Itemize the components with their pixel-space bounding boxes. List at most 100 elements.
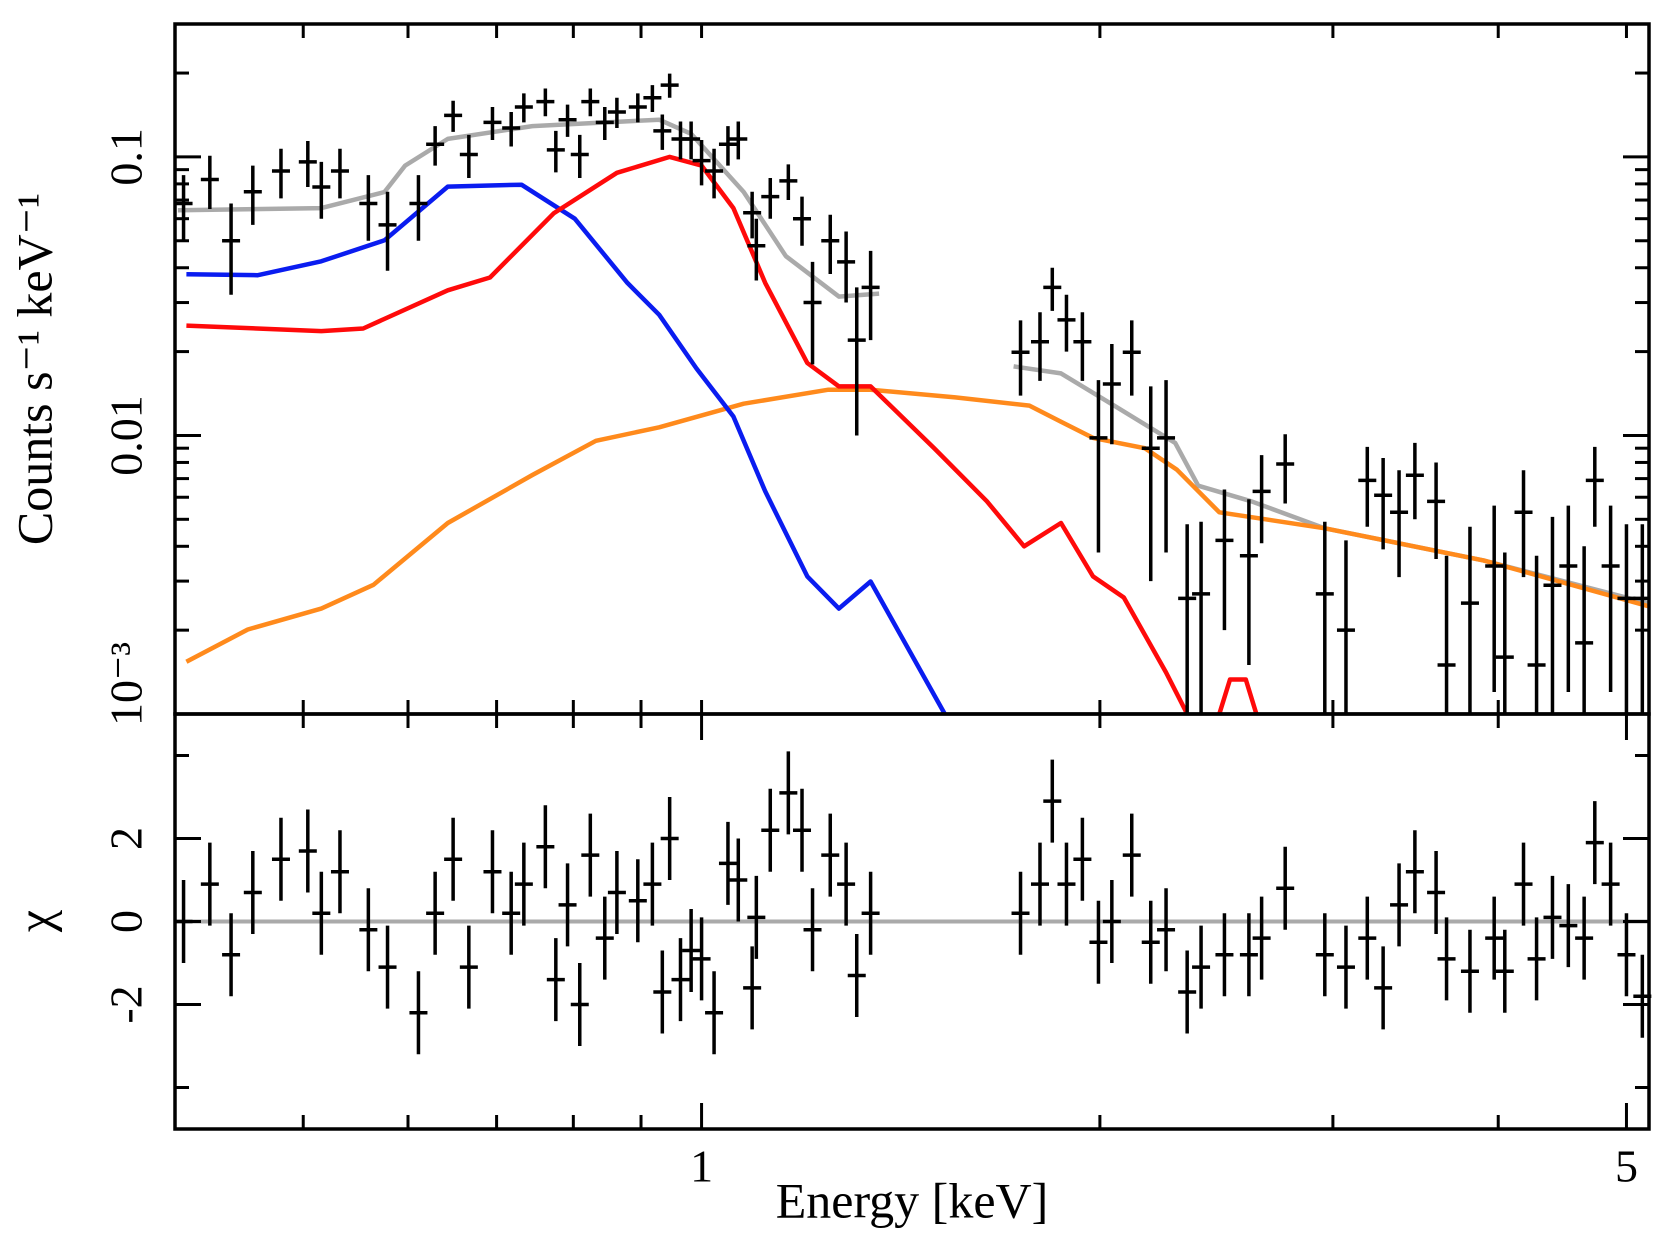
residual-point: [222, 913, 241, 997]
data-point: [1239, 499, 1258, 665]
data-point: [502, 111, 521, 147]
data-point: [1157, 380, 1176, 553]
data-point: [1252, 455, 1271, 544]
data-point: [1527, 555, 1546, 714]
data-point: [1437, 555, 1456, 714]
residual-point: [502, 871, 521, 955]
data-point: [1427, 462, 1446, 560]
residual-point: [1276, 846, 1295, 930]
model-line: [186, 182, 947, 714]
data-point: [1043, 267, 1062, 311]
residual-point: [426, 871, 445, 955]
data-point: [1073, 312, 1092, 381]
data-point: [558, 104, 577, 137]
data-point: [222, 203, 241, 295]
data-point: [459, 134, 478, 178]
residual-point: [1239, 913, 1258, 997]
data-point: [1102, 343, 1121, 445]
data-point: [200, 155, 219, 210]
data-point: [643, 85, 662, 112]
data-point: [1215, 489, 1234, 631]
data-point: [444, 100, 463, 132]
data-point: [682, 121, 701, 160]
data-point: [298, 141, 317, 187]
x-tick-label: 5: [1615, 1141, 1638, 1192]
data-point: [175, 175, 193, 241]
residual-point: [243, 850, 262, 934]
panel-frame: [173, 22, 1651, 716]
data-point: [821, 214, 840, 274]
residual-point: [483, 830, 502, 914]
data-point: [1030, 312, 1049, 381]
data-point: [628, 93, 647, 123]
data-point: [514, 93, 533, 123]
data-point: [426, 126, 445, 166]
y-tick-label: 2: [101, 827, 152, 850]
y-tick-label: 0: [101, 910, 152, 933]
residual-point: [682, 909, 701, 993]
residual-point: [1102, 880, 1121, 963]
data-point: [483, 107, 502, 140]
data-point: [1617, 524, 1636, 714]
chi-axis-label: χ: [6, 910, 62, 933]
residual-point: [1011, 871, 1030, 955]
data-point: [1601, 505, 1620, 692]
y-tick-label: 0.01: [101, 395, 152, 476]
y-axis-label: Counts s⁻¹ keV⁻¹: [6, 193, 62, 545]
data-point: [546, 130, 565, 173]
data-point: [1122, 320, 1141, 396]
data-point: [1559, 505, 1578, 692]
model-line: [177, 117, 1649, 606]
data-point: [378, 191, 397, 271]
residual-point: [1057, 842, 1076, 926]
residual-point: [821, 813, 840, 897]
data-point: [536, 88, 555, 117]
residual-point: [1585, 801, 1604, 885]
residual-point: [729, 838, 748, 922]
residual-point: [1405, 830, 1424, 914]
data-point: [761, 177, 780, 219]
y-tick-label: -2: [101, 985, 152, 1023]
residual-point: [1030, 842, 1049, 926]
residual-point: [200, 842, 219, 926]
x-axis-label: Energy [keV]: [776, 1172, 1049, 1228]
data-point: [1543, 516, 1562, 714]
residual-point: [312, 871, 331, 955]
residual-point: [692, 917, 711, 1001]
data-point: [581, 88, 600, 117]
residual-point: [1215, 913, 1234, 997]
residual-point: [595, 896, 614, 980]
data-point: [595, 107, 614, 140]
data-point: [1405, 442, 1424, 520]
data-point: [793, 196, 812, 246]
residual-point: [1514, 842, 1533, 926]
data-point: [803, 261, 822, 365]
data-point: [861, 250, 880, 341]
residual-point: [671, 938, 690, 1022]
residual-point: [705, 971, 724, 1055]
residual-point: [653, 950, 672, 1034]
residual-point: [1336, 925, 1355, 1009]
residual-point: [628, 859, 647, 943]
residual-point: [1601, 842, 1620, 926]
data-point: [1495, 552, 1514, 714]
data-point: [743, 191, 762, 239]
residual-point: [298, 809, 317, 893]
residual-point: [718, 821, 737, 905]
residual-point: [514, 842, 533, 926]
data-point: [243, 165, 262, 225]
data-point: [1276, 434, 1295, 504]
data-point: [747, 218, 766, 281]
residual-point: [743, 946, 762, 1030]
data-point: [705, 148, 724, 199]
residual-point: [459, 925, 478, 1009]
residual-point: [570, 963, 589, 1046]
residual-point: [546, 938, 565, 1022]
model-line: [185, 387, 1649, 664]
data-point: [1315, 521, 1334, 714]
data-point: [1358, 446, 1377, 527]
data-point: [1089, 380, 1108, 553]
data-point: [718, 126, 737, 166]
residual-point: [558, 863, 577, 947]
residual-point: [1178, 950, 1197, 1034]
